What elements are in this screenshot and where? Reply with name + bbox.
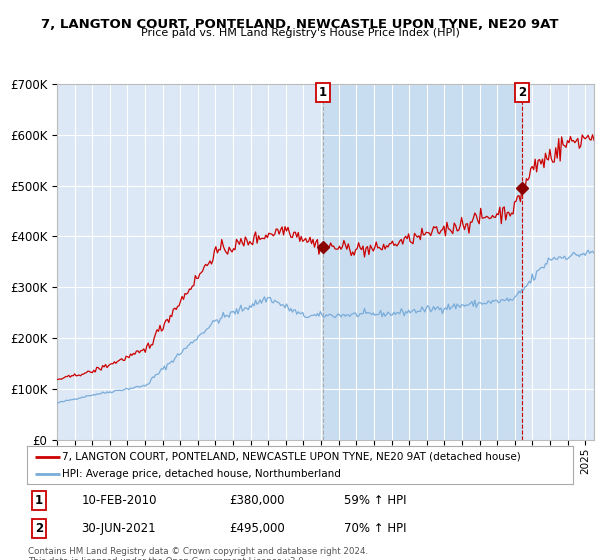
Text: 2: 2: [35, 522, 43, 535]
Text: 30-JUN-2021: 30-JUN-2021: [82, 522, 156, 535]
Text: £495,000: £495,000: [229, 522, 285, 535]
Text: 1: 1: [35, 494, 43, 507]
Text: Contains HM Land Registry data © Crown copyright and database right 2024.
This d: Contains HM Land Registry data © Crown c…: [28, 547, 368, 560]
Text: 7, LANGTON COURT, PONTELAND, NEWCASTLE UPON TYNE, NE20 9AT: 7, LANGTON COURT, PONTELAND, NEWCASTLE U…: [41, 18, 559, 31]
Text: HPI: Average price, detached house, Northumberland: HPI: Average price, detached house, Nort…: [62, 469, 341, 479]
Text: 10-FEB-2010: 10-FEB-2010: [82, 494, 157, 507]
Text: 59% ↑ HPI: 59% ↑ HPI: [344, 494, 406, 507]
Text: 1: 1: [319, 86, 326, 99]
Text: 2: 2: [518, 86, 526, 99]
Text: 7, LANGTON COURT, PONTELAND, NEWCASTLE UPON TYNE, NE20 9AT (detached house): 7, LANGTON COURT, PONTELAND, NEWCASTLE U…: [62, 451, 521, 461]
Bar: [323, 84, 522, 440]
Text: £380,000: £380,000: [229, 494, 284, 507]
Text: Price paid vs. HM Land Registry's House Price Index (HPI): Price paid vs. HM Land Registry's House …: [140, 28, 460, 38]
Text: 70% ↑ HPI: 70% ↑ HPI: [344, 522, 406, 535]
